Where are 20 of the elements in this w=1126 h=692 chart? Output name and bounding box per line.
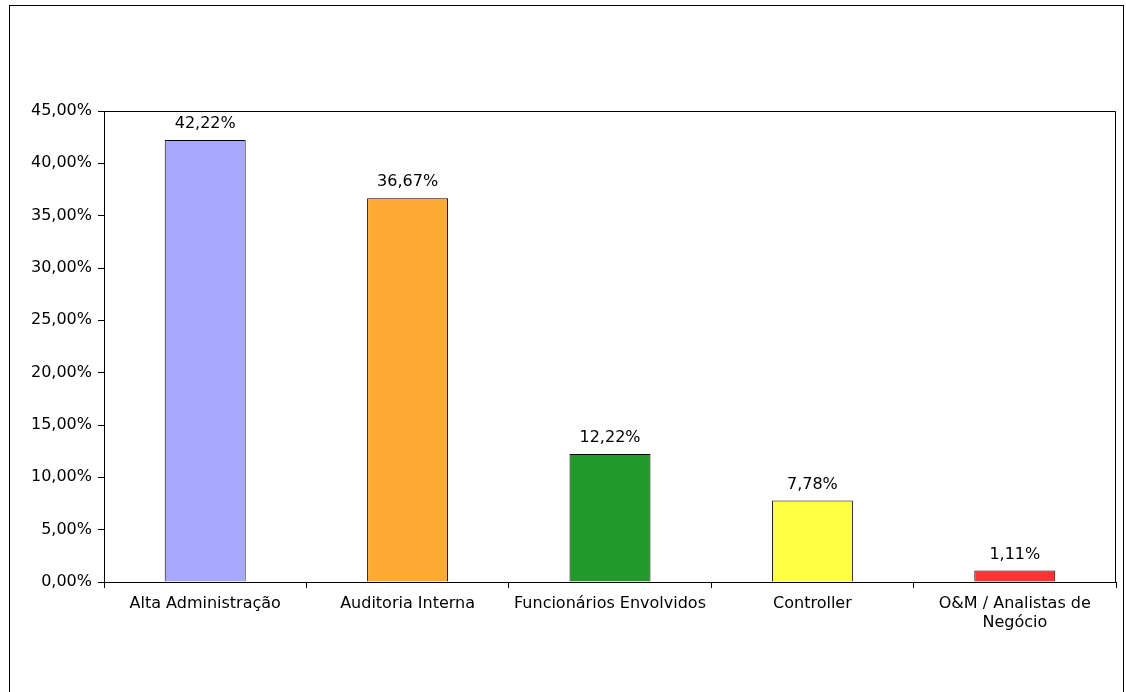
y-tick-label: 5,00% bbox=[41, 518, 92, 538]
y-tick-label: 40,00% bbox=[30, 152, 92, 172]
y-tick-label: 30,00% bbox=[30, 257, 92, 277]
y-tick-label: 25,00% bbox=[30, 309, 92, 329]
data-label: 1,11% bbox=[989, 543, 1041, 563]
x-tick-label: Alta Administração bbox=[129, 592, 281, 612]
y-tick-label: 20,00% bbox=[30, 361, 92, 381]
y-tick-label: 45,00% bbox=[30, 100, 92, 120]
x-tick-label: O&M / Analistas de Negócio bbox=[938, 592, 1091, 631]
data-label: 7,78% bbox=[786, 473, 838, 493]
data-label: 42,22% bbox=[174, 113, 236, 133]
y-tick-label: 10,00% bbox=[30, 466, 92, 486]
x-tick-label: Auditoria Interna bbox=[340, 592, 476, 612]
y-tick-label: 35,00% bbox=[30, 204, 92, 224]
data-label: 36,67% bbox=[377, 171, 439, 191]
data-label: 12,22% bbox=[579, 427, 641, 447]
x-tick-label: Controller bbox=[773, 592, 853, 612]
y-tick-label: 0,00% bbox=[41, 571, 92, 591]
x-tick-label: Funcionários Envolvidos bbox=[514, 592, 706, 612]
y-tick-label: 15,00% bbox=[30, 414, 92, 434]
